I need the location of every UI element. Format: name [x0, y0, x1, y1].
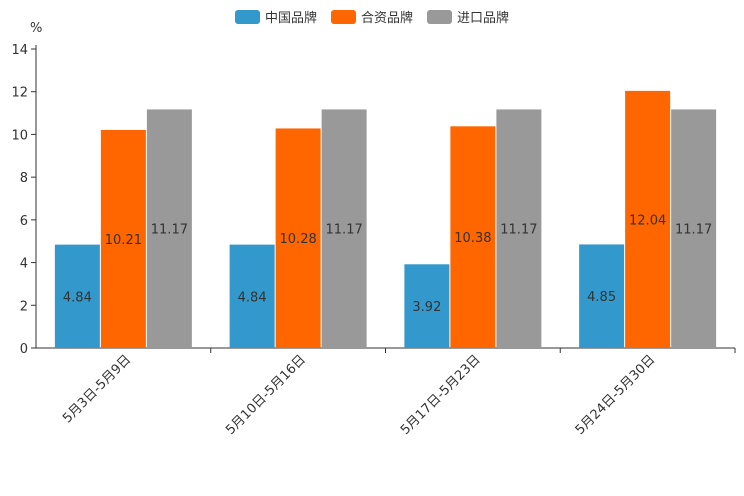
- legend-label-joint-venture: 合资品牌: [360, 11, 413, 26]
- bar-data-label: 4.84: [238, 290, 267, 305]
- bar-2-1: [100, 129, 146, 348]
- bar-data-label: 12.04: [629, 213, 666, 228]
- x-category-label: 5月17日-5月23日: [398, 352, 484, 438]
- bar-1-1: [54, 244, 100, 348]
- bar-2-4: [625, 90, 671, 349]
- y-tick-label: 12: [11, 86, 28, 101]
- y-tick-label: 14: [11, 43, 28, 58]
- x-category-label: 5月10日-5月16日: [223, 352, 309, 438]
- y-tick-label: 0: [20, 342, 28, 357]
- bar-2-2: [275, 128, 321, 348]
- bar-data-label: 11.17: [326, 223, 363, 238]
- y-tick-label: 10: [11, 128, 28, 143]
- bar-3-1: [146, 109, 192, 349]
- legend-item-imported[interactable]: 进口品牌: [427, 7, 509, 26]
- bar-data-label: 10.28: [280, 232, 317, 247]
- bar-data-label: 11.17: [151, 223, 188, 238]
- bar-3-3: [496, 109, 542, 349]
- bar-data-label: 3.92: [412, 300, 441, 315]
- bar-data-label: 10.21: [105, 233, 142, 248]
- bar-3-4: [671, 109, 717, 349]
- legend-swatch-domestic: [234, 9, 260, 24]
- bar-data-label: 11.17: [500, 223, 537, 238]
- bar-data-label: 11.17: [675, 223, 712, 238]
- y-tick-label: 4: [20, 257, 28, 272]
- bar-3-2: [321, 109, 367, 349]
- x-category-label: 5月24日-5月30日: [573, 352, 659, 438]
- bar-data-label: 4.85: [587, 290, 616, 305]
- bar-2-3: [450, 126, 496, 348]
- y-tick-label: 6: [20, 214, 28, 229]
- y-tick-label: 2: [20, 299, 28, 314]
- chart-legend: 中国品牌 合资品牌 进口品牌: [0, 7, 744, 26]
- legend-label-domestic: 中国品牌: [264, 11, 317, 26]
- legend-item-domestic[interactable]: 中国品牌: [234, 7, 317, 26]
- bar-1-4: [579, 244, 625, 348]
- legend-swatch-imported: [427, 9, 452, 24]
- x-category-label: 5月3日-5月9日: [60, 352, 134, 426]
- bar-data-label: 4.84: [63, 290, 92, 305]
- bar-1-3: [404, 264, 450, 348]
- legend-item-joint-venture[interactable]: 合资品牌: [330, 7, 413, 26]
- y-tick-label: 8: [20, 171, 28, 186]
- bar-1-2: [229, 244, 275, 348]
- bar-data-label: 10.38: [454, 231, 491, 246]
- legend-label-imported: 进口品牌: [457, 11, 510, 26]
- legend-swatch-joint-venture: [330, 9, 356, 24]
- y-axis-unit-label: %: [30, 21, 43, 36]
